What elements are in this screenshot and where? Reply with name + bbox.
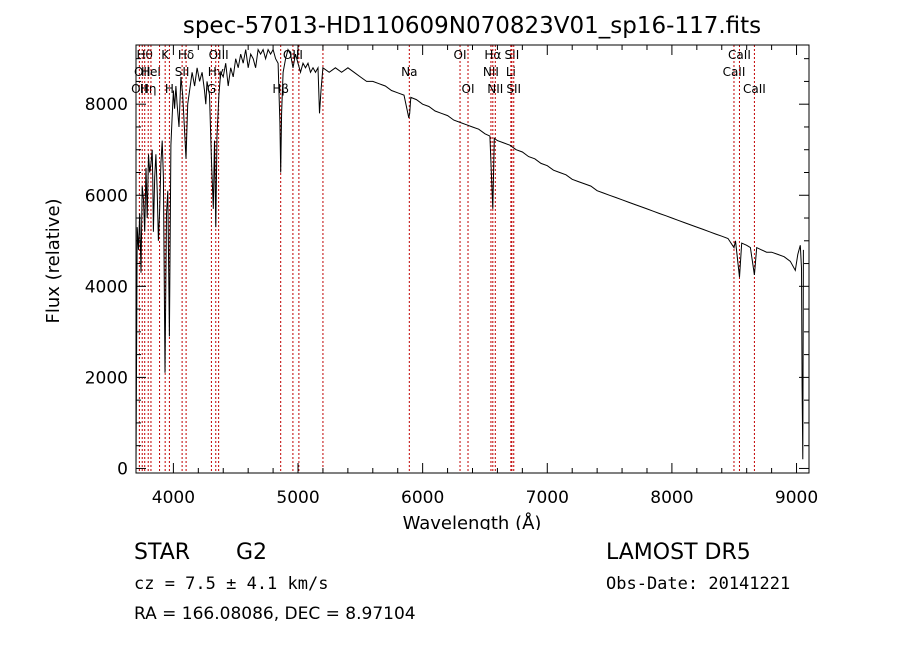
line-marker-label: CaII: [743, 82, 766, 96]
x-tick-label: 4000: [152, 488, 195, 508]
line-marker-label: H: [165, 82, 174, 96]
line-marker-label: OIII: [209, 48, 229, 62]
line-marker-label: G: [207, 82, 216, 96]
x-tick-label: 6000: [401, 488, 444, 508]
line-marker-label: OII: [134, 65, 151, 79]
x-axis: 4000 5000 6000 7000 8000 9000: [152, 45, 818, 508]
y-tick-label: 2000: [85, 368, 128, 388]
line-marker-label: Hθ: [137, 48, 153, 62]
line-marker-label: Na: [401, 65, 417, 79]
line-marker-label: SII: [506, 82, 521, 96]
line-marker-label: HeI: [141, 65, 161, 79]
line-marker-label: Hη: [140, 82, 157, 96]
y-tick-label: 8000: [85, 95, 128, 115]
line-marker-label: K: [161, 48, 170, 62]
survey-name: LAMOST DR5: [606, 540, 751, 565]
x-tick-label: 5000: [276, 488, 319, 508]
plot-frame: [135, 44, 810, 474]
spectrum-chart: spec-57013-HD110609N070823V01_sp16-117.f…: [43, 13, 818, 530]
y-tick-label: 6000: [85, 186, 128, 206]
x-tick-label: 8000: [650, 488, 693, 508]
line-marker-label: Hβ: [272, 82, 289, 96]
line-marker-label: SII: [505, 48, 520, 62]
line-marker-label: OII: [131, 82, 148, 96]
x-tick-label: 7000: [526, 488, 569, 508]
line-marker-label: NII: [487, 82, 503, 96]
spectral-line-markers: OIIOIIHθHηHeIKHSIIHδGHγOIIIHβOIIINaOIOIN…: [131, 45, 766, 473]
coordinates: RA = 166.08086, DEC = 8.97104: [134, 604, 416, 624]
spectrum-line: [135, 48, 804, 469]
line-marker-label: OI: [462, 82, 475, 96]
line-marker-label: Hδ: [178, 48, 194, 62]
line-marker-label: CaII: [723, 65, 746, 79]
spectral-subclass: G2: [236, 540, 268, 565]
object-class: STAR: [134, 540, 191, 565]
line-marker-label: Li: [506, 65, 516, 79]
line-marker-label: Hγ: [208, 65, 224, 79]
y-tick-label: 4000: [85, 277, 128, 297]
line-marker-label: NII: [483, 65, 499, 79]
line-marker-label: OI: [454, 48, 467, 62]
line-marker-label: CaII: [728, 48, 751, 62]
chart-title: spec-57013-HD110609N070823V01_sp16-117.f…: [183, 13, 761, 39]
line-marker-label: SII: [175, 65, 190, 79]
line-marker-label: Hα: [484, 48, 501, 62]
redshift-value: cz = 7.5 ± 4.1 km/s: [134, 574, 329, 594]
y-tick-label: 0: [117, 459, 128, 479]
y-axis: 0 2000 4000 6000 8000: [85, 58, 809, 479]
y-axis-label: Flux (relative): [43, 198, 64, 323]
x-tick-label: 9000: [775, 488, 818, 508]
observation-date: Obs-Date: 20141221: [606, 574, 791, 594]
x-axis-label: Wavelength (Å): [403, 512, 542, 530]
spectrum-series: [135, 48, 804, 469]
